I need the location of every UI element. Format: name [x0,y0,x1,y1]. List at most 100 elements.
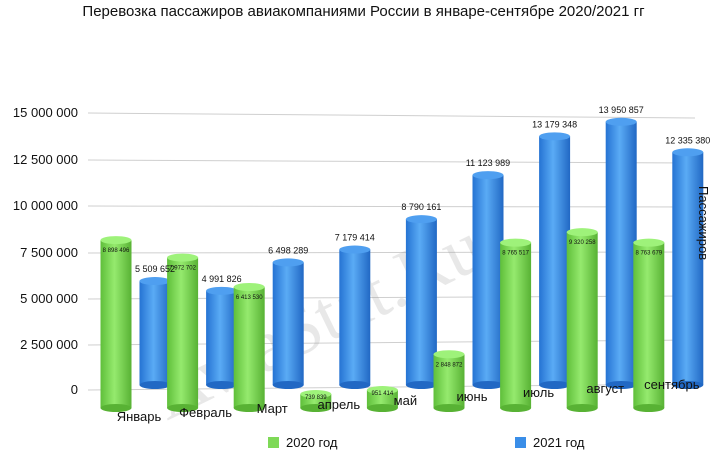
data-label-2021: 11 123 989 [466,158,510,168]
x-tick-label: Февраль [179,405,232,420]
data-label-2021: 13 179 348 [532,119,577,129]
x-tick-label: июль [523,385,554,400]
bar-body [433,354,465,408]
x-tick-label: Январь [117,409,162,424]
bar-2020 [633,238,665,412]
bar-base [366,404,398,412]
bar-base [672,381,704,389]
bar-base [233,404,265,412]
bar-2020 [100,236,132,412]
bar-base [605,381,637,389]
bar-2021 [139,277,171,389]
y-tick-label: 10 000 000 [13,198,78,213]
bar-2020 [366,386,398,412]
bar-base [339,381,371,389]
bar-top [633,238,665,247]
bar-top [539,132,571,141]
bar-body [539,136,571,385]
bar-top [100,236,132,245]
x-tick-label: май [394,393,417,408]
bar-body [500,242,532,408]
data-label-2020: 951 414 [372,391,394,397]
bar-2020 [167,253,199,412]
y-tick-label: 7 500 000 [20,245,78,260]
bar-top [500,238,532,247]
bar-top [339,245,371,254]
y-tick-label: 2 500 000 [20,337,78,352]
legend-item: 2021 год [515,435,585,450]
bar-base [206,381,238,389]
data-label-2020: 8 763 679 [635,251,662,257]
bar-2020 [233,282,265,412]
data-label-2021: 4 991 826 [202,274,242,284]
data-label-2021: 12 335 380 [665,135,710,145]
bar-body [300,394,332,408]
bar-base [539,381,571,389]
bar-body [100,240,132,408]
bar-top [206,286,238,295]
legend-label: 2021 год [533,435,585,450]
bar-body [139,281,171,385]
bar-base [500,404,532,412]
x-tick-label: апрель [317,397,360,412]
bar-2020 [566,228,598,412]
bar-body [566,232,598,408]
chart-title: Перевозка пассажиров авиакомпаниями Росс… [82,3,645,20]
data-label-2020: 739 839 [305,395,327,401]
legend-label: 2020 год [286,435,338,450]
x-tick-label: август [586,381,624,396]
legend-swatch [268,437,279,448]
bar-2020 [500,238,532,412]
data-label-2021: 8 790 161 [401,202,441,212]
bar-base [139,381,171,389]
bar-base [472,381,504,389]
data-label-2021: 5 509 652 [135,264,175,274]
y-tick-label: 12 500 000 [13,152,78,167]
bar-base [272,381,304,389]
x-tick-label: Март [257,401,288,416]
data-label-2020: 6 413 530 [236,295,263,301]
bar-top [433,350,465,359]
bar-top [672,148,704,157]
bar-base [167,404,199,412]
bar-base [566,404,598,412]
bar-2021 [672,148,704,389]
bar-body [339,249,371,385]
bar-body [605,121,637,386]
bar-body [167,257,199,408]
bar-base [433,404,465,412]
bar-body [405,219,437,385]
bar-top [566,228,598,237]
bar-2021 [206,286,238,389]
bar-2021 [539,132,571,389]
bar-2020 [433,350,465,412]
data-label-2020: 8 765 517 [502,251,529,257]
data-label-2020: 8 898 496 [103,248,130,254]
y-axis-label: Пассажиров [696,186,711,260]
bar-body [672,152,704,385]
bar-body [472,175,504,385]
bar-top [233,282,265,291]
bar-top [139,277,171,286]
data-label-2021: 6 498 289 [268,245,308,255]
data-label-2021: 7 179 414 [335,233,375,243]
bar-top [272,258,304,267]
bar-body [633,242,665,408]
legend-item: 2020 год [268,435,338,450]
bar-body [366,390,398,408]
bar-base [633,404,665,412]
data-label-2020: 2 848 872 [436,362,463,368]
data-label-2020: 7 972 702 [169,266,196,272]
bar-top [605,117,637,126]
gridline [87,159,696,164]
bar-2021 [272,258,304,389]
y-tick-label: 15 000 000 [13,105,78,120]
bar-base [300,404,332,412]
bar-2021 [605,117,637,389]
y-tick-label: 0 [71,382,78,397]
legend-swatch [515,437,526,448]
gridline [87,112,696,119]
y-tick-label: 5 000 000 [20,291,78,306]
bar-body [272,262,304,385]
